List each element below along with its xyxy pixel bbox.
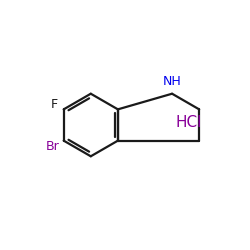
- Text: F: F: [51, 98, 58, 111]
- Text: NH: NH: [163, 76, 182, 88]
- Text: HCl: HCl: [175, 115, 202, 130]
- Text: Br: Br: [46, 140, 60, 153]
